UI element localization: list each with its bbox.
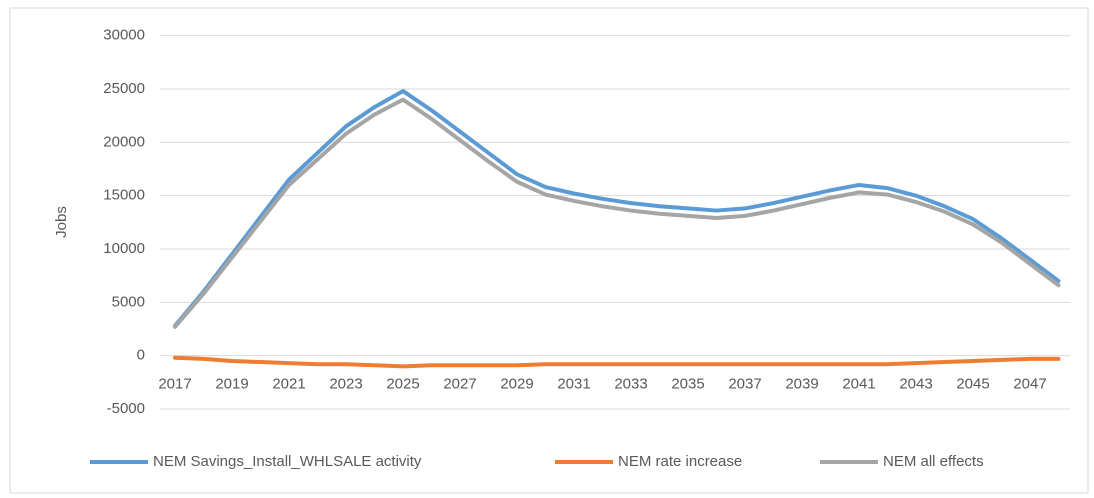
x-tick-label: 2027	[443, 376, 476, 393]
x-tick-label: 2037	[728, 376, 761, 393]
legend-label: NEM rate increase	[618, 453, 742, 470]
x-tick-label: 2039	[785, 376, 818, 393]
legend-label: NEM all effects	[883, 453, 984, 470]
y-tick-label: 0	[137, 347, 145, 364]
y-axis-label: Jobs	[53, 206, 70, 238]
y-tick-label: 30000	[103, 27, 145, 44]
x-tick-label: 2019	[215, 376, 248, 393]
x-tick-label: 2035	[671, 376, 704, 393]
x-tick-label: 2031	[557, 376, 590, 393]
series-line	[173, 97, 1061, 329]
series-line	[173, 355, 1061, 369]
y-tick-label: -5000	[107, 400, 145, 417]
legend-label: NEM Savings_Install_WHLSALE activity	[153, 453, 422, 470]
x-tick-label: 2023	[329, 376, 362, 393]
x-tick-label: 2047	[1013, 376, 1046, 393]
y-tick-label: 25000	[103, 80, 145, 97]
x-tick-label: 2029	[500, 376, 533, 393]
y-tick-label: 20000	[103, 133, 145, 150]
series-line	[173, 89, 1061, 328]
x-tick-label: 2045	[956, 376, 989, 393]
x-tick-label: 2025	[386, 376, 419, 393]
y-tick-label: 15000	[103, 187, 145, 204]
x-tick-label: 2021	[272, 376, 305, 393]
x-tick-label: 2017	[158, 376, 191, 393]
x-tick-label: 2043	[899, 376, 932, 393]
chart-frame	[9, 7, 1089, 494]
y-tick-label: 10000	[103, 240, 145, 257]
x-tick-label: 2041	[842, 376, 875, 393]
x-tick-label: 2033	[614, 376, 647, 393]
y-tick-label: 5000	[112, 293, 145, 310]
